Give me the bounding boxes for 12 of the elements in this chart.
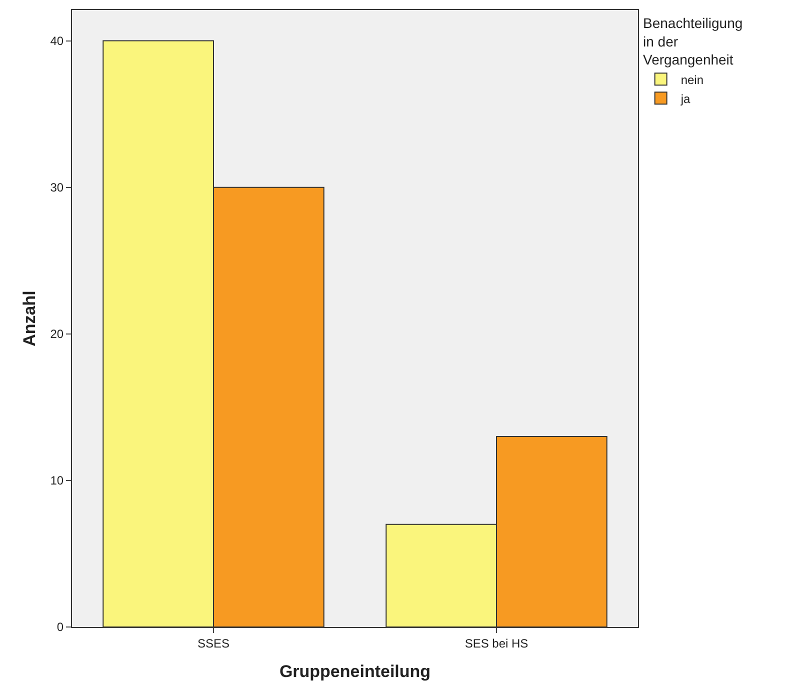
legend-title: Benachteiligung in der Vergangenheit	[643, 15, 743, 68]
x-tick-label: SES bei HS	[464, 636, 528, 650]
legend-label: nein	[680, 72, 704, 87]
y-tick-label: 0	[56, 620, 64, 634]
x-tick-label: SSES	[197, 636, 230, 650]
y-tick-label: 20	[50, 327, 64, 342]
legend-label: ja	[680, 92, 690, 106]
x-axis-title: Gruppeneinteilung	[279, 662, 431, 681]
y-tick-label: 10	[50, 474, 64, 488]
y-axis-title: Anzahl	[20, 290, 39, 346]
y-tick-label: 40	[50, 34, 64, 48]
y-tick-label: 30	[50, 180, 64, 195]
